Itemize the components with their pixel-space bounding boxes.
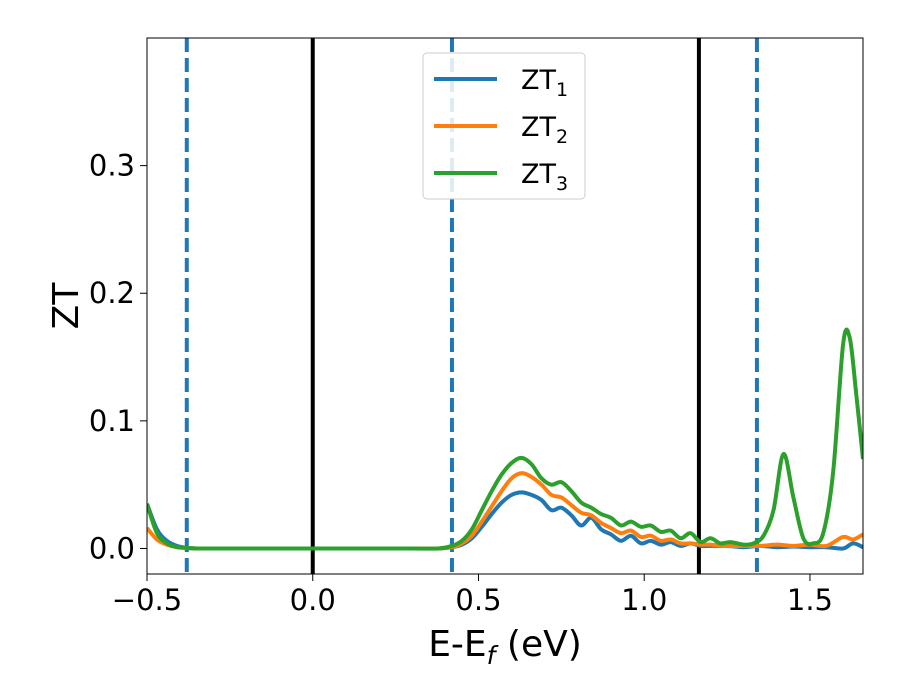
plot-frame — [146, 37, 864, 575]
x-tick-label: 1.5 — [787, 583, 833, 617]
x-axis-label-main: E-E — [428, 624, 486, 665]
y-tick-label: 0.3 — [89, 149, 135, 183]
y-tick-label: 0.0 — [89, 531, 135, 565]
y-axis-label: ZT — [46, 282, 87, 330]
series-lines — [147, 327, 863, 551]
x-tick-label: 1.0 — [621, 583, 667, 617]
legend-label-2: ZT2 — [521, 112, 568, 148]
legend-label-3: ZT3 — [521, 159, 568, 195]
series-line-3 — [147, 327, 863, 551]
x-axis-label-unit: (eV) — [495, 624, 581, 665]
x-axis-label: E-Ef (eV) — [428, 624, 582, 670]
y-axis: 0.0 0.1 0.2 0.3 — [89, 149, 147, 565]
legend-box — [422, 52, 586, 200]
x-tick-label: 0.0 — [290, 583, 336, 617]
x-tick-label: 0.5 — [455, 583, 501, 617]
legend: ZT1 ZT2 ZT3 — [422, 52, 586, 200]
y-tick-label: 0.2 — [89, 276, 135, 310]
legend-label-1: ZT1 — [521, 65, 568, 101]
x-axis: −0.5 0.0 0.5 1.0 1.5 — [112, 574, 833, 617]
x-tick-label: −0.5 — [112, 583, 182, 617]
y-tick-label: 0.1 — [89, 404, 135, 438]
